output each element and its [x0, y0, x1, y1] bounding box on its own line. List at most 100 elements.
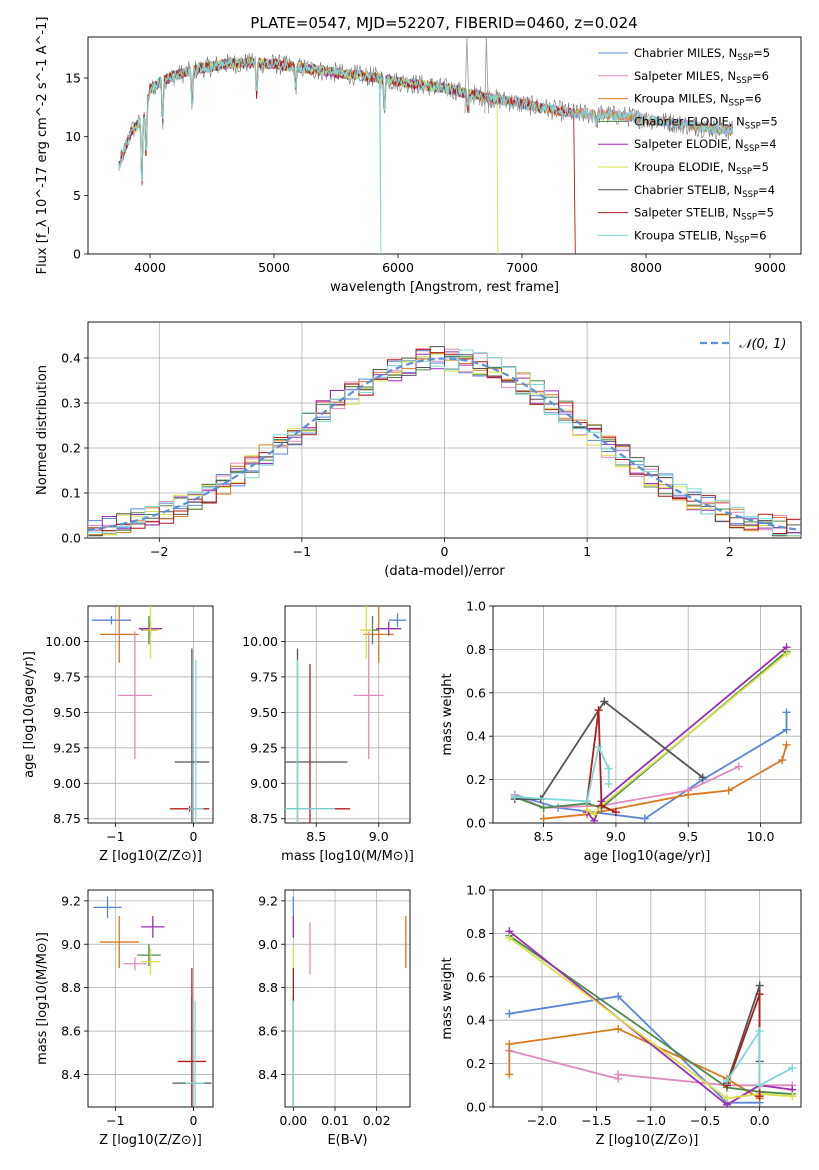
weight-marker: [755, 1027, 764, 1036]
legend-label: Kroupa STELIB, NSSP=6: [634, 228, 766, 245]
y-tick-label: 9.50: [250, 705, 278, 720]
x-tick-label: 0.02: [363, 1113, 391, 1128]
legend-nssp: =5: [757, 206, 774, 220]
weight-marker: [604, 779, 613, 788]
y-tick-label: 0.3: [61, 396, 81, 411]
legend-label: Salpeter ELODIE, NSSP=4: [634, 137, 777, 154]
axes-massweight-vs-Z: −2.0 −1.5 −1.0 −0.5 0.0 0.0 0.2 0.4 0.6 0.8 1.0 Z […: [440, 883, 802, 1148]
y-tick-label: 0.2: [61, 441, 81, 456]
weight-marker: [722, 1094, 731, 1103]
legend-subscript: SSP: [744, 144, 760, 154]
errorbar-point: [123, 957, 147, 971]
legend-nssp: =5: [753, 46, 770, 60]
weight-marker: [539, 814, 548, 823]
legend-subscript: SSP: [741, 213, 757, 223]
y-tick-label: 9.75: [53, 669, 81, 684]
weight-marker: [755, 1081, 764, 1090]
y-tick-label: 9.00: [250, 776, 278, 791]
weight-marker: [755, 990, 764, 999]
weight-marker: [539, 803, 548, 812]
errorbar-point: [285, 659, 335, 823]
emission-spike: [464, 37, 470, 114]
x-tick-label: −1: [106, 1113, 124, 1128]
x-tick-label: −1.5: [581, 1113, 611, 1128]
errorbar-point: [177, 968, 206, 1107]
legend-nssp: =6: [749, 228, 766, 242]
legend-subscript: SSP: [737, 53, 753, 63]
weight-marker: [782, 708, 791, 717]
x-tick-label: 1: [583, 544, 591, 559]
y-tick-label: 10.00: [45, 634, 81, 649]
x-tick-label: 0: [189, 1113, 197, 1128]
y-tick-label: 0.8: [466, 926, 486, 941]
legend-nssp: =4: [760, 137, 777, 151]
weight-marker: [755, 1092, 764, 1101]
y-tick-label: 0.4: [466, 1013, 486, 1028]
x-axis-label: E(B-V): [327, 1133, 367, 1148]
weight-marker: [782, 725, 791, 734]
axes-frame: [284, 889, 411, 1108]
weight-marker: [755, 981, 764, 990]
y-tick-label: 10: [65, 129, 81, 144]
legend-series-name: Kroupa ELODIE, N: [634, 160, 736, 174]
errorbar-point: [142, 606, 159, 659]
weight-marker: [505, 1040, 514, 1049]
x-tick-label: 5000: [258, 260, 290, 275]
y-tick-label: 1.0: [466, 883, 486, 898]
x-tick-label: 7000: [506, 260, 538, 275]
x-tick-label: 0.00: [279, 1113, 307, 1128]
axes-massweight-vs-age: 8.5 9.0 9.5 10.0 0.0 0.2 0.4 0.6 0.8 1.0 age [log1…: [440, 599, 802, 864]
weight-marker: [734, 762, 743, 771]
x-tick-label: −2: [150, 544, 168, 559]
y-axis-label: mass weight: [440, 957, 455, 1039]
legend-series-name: Kroupa STELIB, N: [634, 228, 734, 242]
legend-subscript: SSP: [734, 235, 750, 245]
legend-label: Chabrier STELIB, NSSP=4: [634, 183, 775, 200]
weight-marker: [698, 773, 707, 782]
x-axis-label: (data-model)/error: [384, 564, 505, 579]
histogram-kroupa-stelib: [88, 349, 801, 538]
weight-marker: [614, 1070, 623, 1079]
y-axis-label: mass weight: [440, 673, 455, 755]
x-axis-label: Z [log10(Z/Z⊙)]: [596, 1133, 699, 1148]
legend-subscript: SSP: [742, 190, 758, 200]
weight-marker: [582, 805, 591, 814]
weight-marker: [582, 797, 591, 806]
y-tick-label: 0: [73, 247, 81, 262]
legend-label: Kroupa MILES, NSSP=6: [634, 92, 761, 109]
y-tick-label: 9.75: [250, 669, 278, 684]
plot-area-age-vs-Z: [91, 606, 210, 823]
axes-age-vs-mass: 8.5 9.0 8.75 9.00 9.25 9.50 9.75 10.00 mass [log…: [242, 605, 414, 864]
axes-residuals: −2 −1 0 1 2 0.0 0.1 0.2 0.3 0.4 (data-model)/error…: [35, 321, 802, 579]
weight-marker: [778, 756, 787, 765]
y-tick-label: 0.4: [466, 729, 486, 744]
y-tick-label: 10.00: [242, 634, 278, 649]
legend-subscript: SSP: [736, 76, 752, 86]
y-tick-label: 0.4: [61, 351, 81, 366]
weight-line-chabrier-elodie: [508, 934, 793, 1095]
weight-marker: [722, 1076, 731, 1085]
errorbar-point: [141, 916, 165, 938]
plot-area-mass-vs-EBV: [292, 896, 407, 1107]
legend-series-name: Salpeter MILES, N: [634, 69, 736, 83]
plot-area-residuals: [88, 346, 801, 538]
legend-label: Chabrier ELODIE, NSSP=5: [634, 114, 778, 131]
y-tick-label: 9.0: [61, 937, 81, 952]
page-title: PLATE=0547, MJD=52207, FIBERID=0460, z=0…: [250, 14, 637, 32]
x-tick-label: −1: [293, 544, 311, 559]
weight-line-chabrier-stelib: [514, 700, 704, 800]
x-axis-label: Z [log10(Z/Z⊙)]: [99, 1133, 202, 1148]
x-tick-label: 0.01: [321, 1113, 349, 1128]
legend: 𝒩(0, 1): [700, 337, 786, 352]
weight-marker: [590, 810, 599, 819]
weight-marker: [782, 649, 791, 658]
weight-marker: [684, 790, 693, 799]
y-tick-label: 9.50: [53, 705, 81, 720]
axes-frame: [492, 889, 802, 1108]
errorbar-point: [174, 648, 210, 823]
legend-label: Salpeter STELIB, NSSP=5: [634, 206, 774, 223]
y-axis-label: mass [log10(M/M⊙)]: [35, 932, 50, 1065]
x-axis-label: age [log10(age/yr)]: [584, 849, 711, 864]
